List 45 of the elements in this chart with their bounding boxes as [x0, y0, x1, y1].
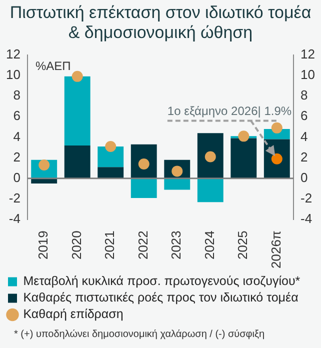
- y-axis-title: %ΑΕΠ: [35, 59, 71, 74]
- y2-tick-label: -4: [300, 211, 312, 226]
- y2-tick-label: 0: [300, 170, 308, 185]
- bar: [130, 178, 157, 198]
- y-tick-label: 2: [13, 149, 20, 164]
- y2-tick-label: 2: [300, 149, 308, 164]
- x-tick-label: 2019: [36, 230, 51, 260]
- y2-tick-label: 12: [300, 46, 316, 62]
- chart-title: Πιστωτική επέκταση στον ιδιωτικό τομέα & δημοσιονομική ώθηση: [8, 2, 312, 44]
- x-tick-label: 2024: [202, 230, 217, 260]
- x-tick-label: 2021: [102, 230, 118, 260]
- text: * (+) υποδηλώνει δημοσιονομική χαλάρωση / (-) σύσφιξη: [13, 329, 266, 340]
- bar: [98, 146, 124, 168]
- point: [105, 140, 116, 152]
- x-tick-label: 2023: [168, 230, 184, 260]
- y-tick-label: 0: [13, 170, 20, 185]
- bar: [98, 167, 124, 178]
- point: [238, 130, 250, 142]
- y2-tick-label: -2: [300, 190, 312, 206]
- y-tick-label: 8: [13, 88, 20, 103]
- bar: [64, 76, 90, 146]
- y-tick-label: 10: [6, 66, 20, 82]
- x-tick-label: 2022: [135, 230, 150, 260]
- point: [271, 122, 282, 134]
- y2-tick-label: 6: [300, 108, 308, 124]
- legend-label: Μεταβολή κυκλικά προσ. πρωτογενούς ισοζυγίου*: [23, 274, 300, 288]
- bar: [164, 178, 190, 190]
- bar: [197, 178, 224, 202]
- y-tick-label: -4: [8, 211, 20, 226]
- legend-label: Καθαρές πιστωτικές ροές προς τον ιδιωτικό τομέα: [23, 290, 298, 305]
- y-tick-label: 6: [13, 108, 20, 124]
- x-tick-label: 2025: [235, 230, 250, 260]
- y2-tick-label: 10: [300, 66, 316, 82]
- bar: [64, 145, 90, 178]
- bar: [230, 138, 257, 178]
- y-tick-label: -2: [8, 190, 20, 206]
- x-tick-label: 2020: [68, 230, 84, 260]
- point: [72, 70, 83, 82]
- annotation: 1ο εξάμηνο 2026| 1.9%: [167, 104, 292, 118]
- y2-tick-label: 4: [300, 128, 308, 144]
- x-tick-label: 2026π: [268, 230, 284, 268]
- legend-label: Καθαρή επίδραση: [23, 307, 124, 322]
- y-tick-label: 4: [13, 128, 20, 144]
- y2-tick-label: 8: [300, 88, 308, 103]
- y-tick-label: 12: [6, 46, 20, 62]
